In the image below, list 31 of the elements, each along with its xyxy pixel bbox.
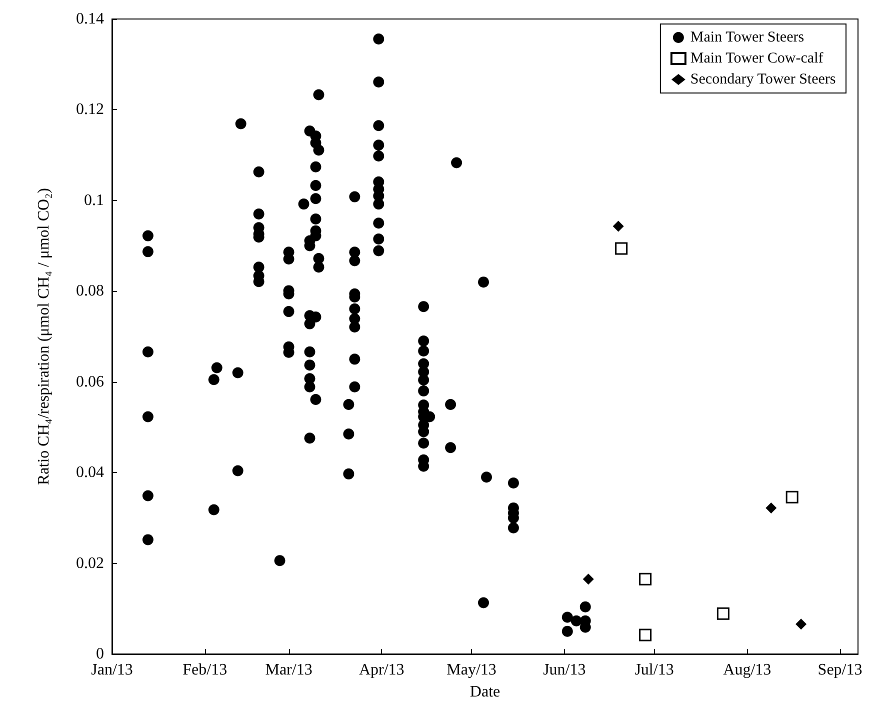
point	[639, 572, 652, 586]
point	[612, 220, 624, 232]
point	[639, 628, 652, 642]
x-tick-label: Jul/13	[634, 662, 674, 678]
legend-label: Secondary Tower Steers	[690, 72, 836, 88]
x-tick-label: Jun/13	[543, 662, 586, 678]
x-tick-label: Jan/13	[91, 662, 133, 678]
x-tick-label: Feb/13	[182, 662, 228, 678]
point	[716, 607, 730, 620]
legend-label: Main Tower Steers	[690, 30, 804, 46]
x-tick-label: May/13	[446, 662, 496, 678]
y-axis-title: Ratio CH₄/respiration (μmol CH₄ / μmol CO₂)	[36, 188, 52, 485]
x-tick-label: Apr/13	[358, 662, 404, 678]
y-tick-label: 0.08	[76, 282, 104, 300]
point	[796, 618, 807, 630]
x-tick-label: Aug/13	[723, 662, 772, 678]
y-tick-label: 0	[96, 646, 104, 662]
y-tick-label: 0.14	[76, 10, 104, 28]
point	[582, 574, 594, 585]
x-tick-label: Sep/13	[818, 662, 862, 678]
y-tick-label: 0.02	[76, 554, 104, 572]
point	[615, 242, 628, 255]
y-tick-label: 0.04	[76, 464, 104, 482]
point	[786, 490, 798, 504]
x-axis-title: Date	[470, 684, 500, 700]
point	[766, 502, 777, 514]
legend-label: Main Tower Cow-calf	[690, 50, 824, 66]
x-tick-label: Mar/13	[265, 662, 312, 678]
y-tick-label: 0.1	[84, 192, 104, 209]
y-tick-label: 0.06	[76, 373, 104, 390]
y-tick-label: 0.12	[76, 101, 104, 118]
